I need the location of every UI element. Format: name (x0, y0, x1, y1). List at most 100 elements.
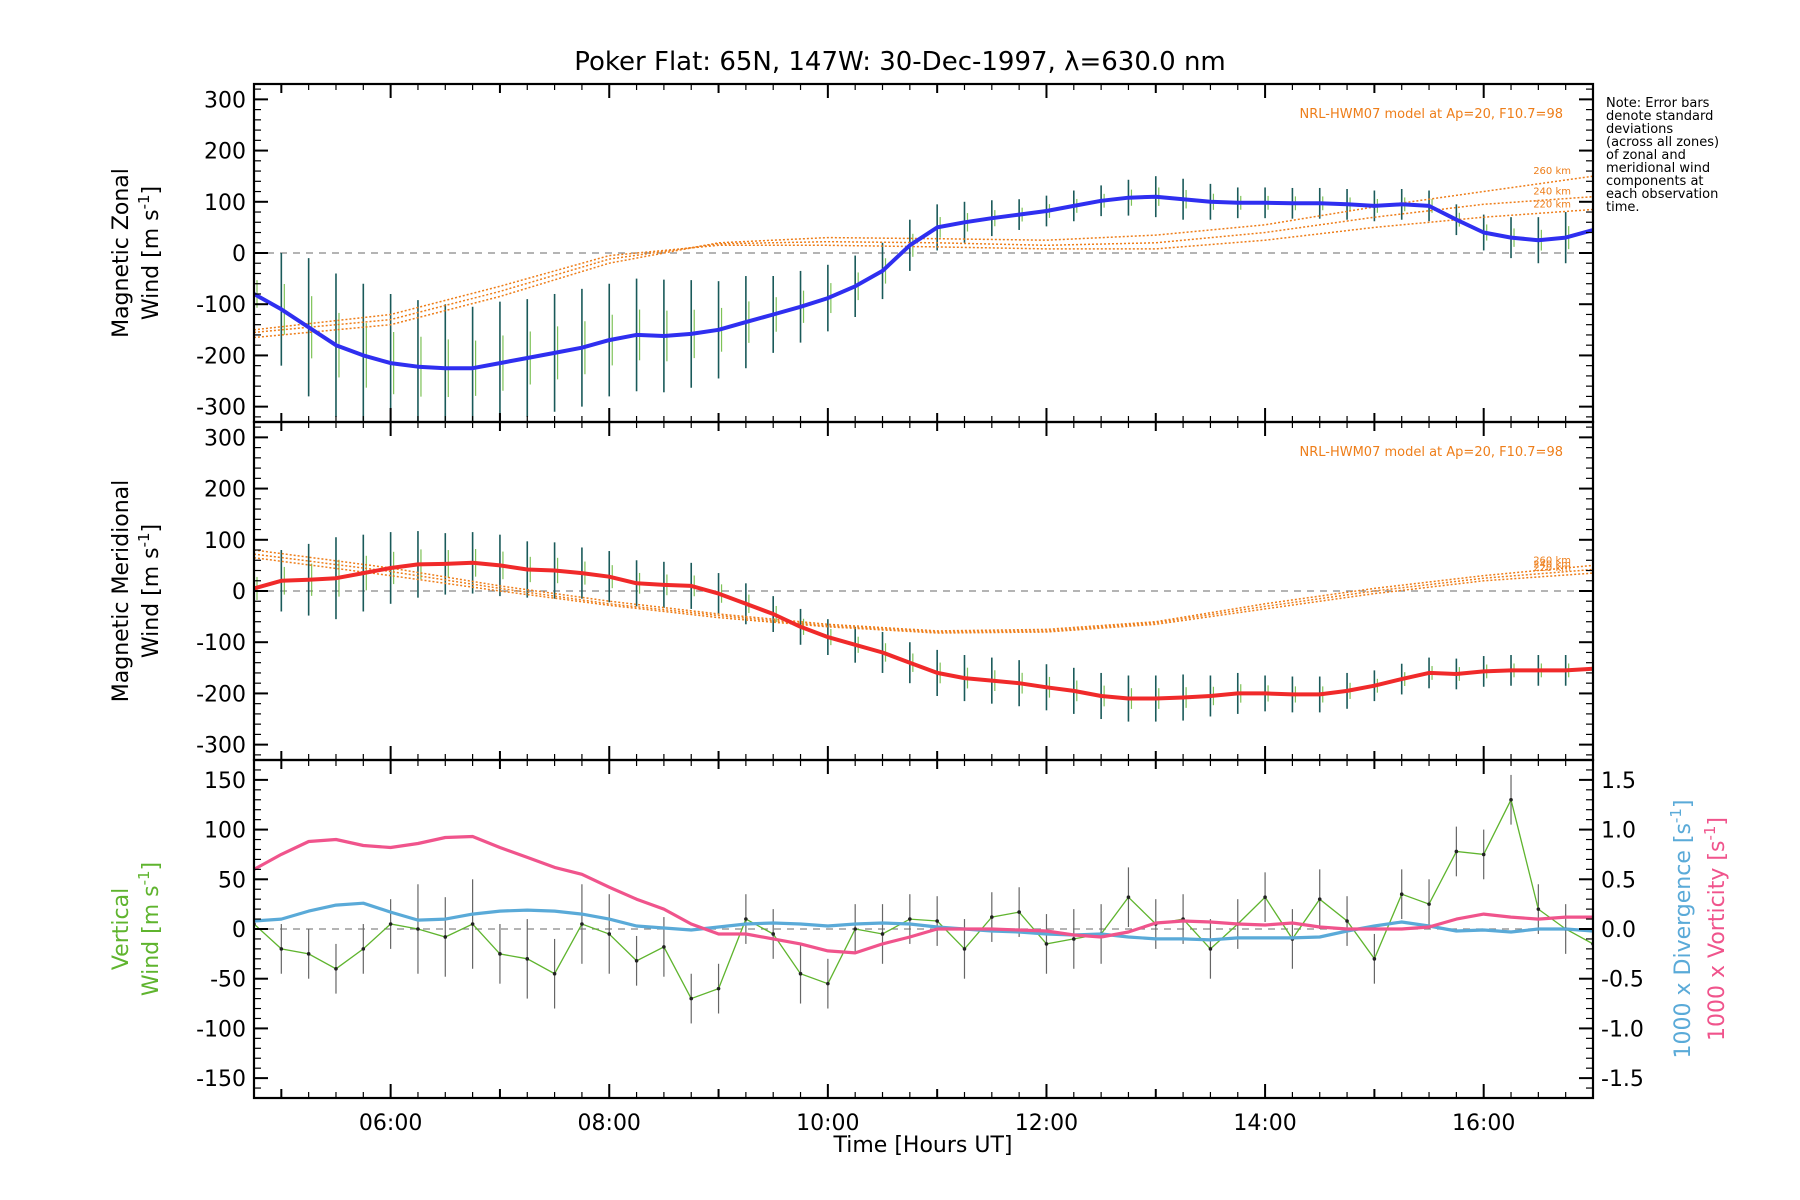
vertical-wind-point (880, 932, 885, 936)
right-axis-tick-label: -1.0 (1601, 1017, 1644, 1042)
vertical-wind-point (1208, 947, 1213, 951)
meridional-model-alt-label-3: 220 km (1533, 563, 1571, 574)
x-tick-label: 16:00 (1452, 1111, 1515, 1136)
vertical-wind-point (1126, 895, 1131, 899)
note-line-9: time. (1606, 200, 1640, 215)
vertical-wind-point (443, 935, 448, 939)
vertical-wind-point (1536, 907, 1541, 911)
zonal-y-tick-label: -200 (196, 344, 246, 369)
zonal-model-line-3 (254, 208, 1593, 331)
meridional-model-line-2 (254, 553, 1593, 633)
right-axis-tick-label: 0.5 (1601, 868, 1636, 893)
zonal-model-label: NRL-HWM07 model at Ap=20, F10.7=98 (1300, 107, 1564, 122)
zonal-y-tick-label: -300 (196, 396, 246, 421)
vertical-panel: -1.5 -1.0 -0.5 0.0 0.5 1.0 1.5 1000 x Divergenc… (109, 758, 1730, 1158)
zonal-model-alt-label-1: 260 km (1533, 166, 1571, 177)
meridional-y-tick-label: 0 (232, 580, 246, 605)
vertical-wind-point (525, 957, 530, 961)
meridional-model-alt-label-2: 240 km (1533, 559, 1571, 570)
vertical-wind-point (1317, 897, 1322, 901)
vertical-wind-point (908, 917, 912, 921)
meridional-model-label: NRL-HWM07 model at Ap=20, F10.7=98 (1300, 445, 1564, 460)
vertical-wind-point (1509, 797, 1513, 802)
vertical-wind-point (798, 971, 803, 976)
vertical-y-axis-label-line2: Wind [m s-1] (135, 862, 164, 996)
zonal-y-axis-label: Magnetic Zonal Wind [m s-1] (109, 168, 164, 338)
note-line-4: (across all zones) (1606, 135, 1719, 150)
meridional-model-alt-label-1: 260 km (1533, 555, 1571, 566)
vertical-wind-point (962, 947, 967, 951)
zonal-y-axis-label-line1: Magnetic Zonal (109, 168, 134, 338)
zonal-y-tick-label: 0 (232, 242, 246, 267)
right-axis-tick-label: 1.5 (1601, 769, 1636, 794)
vertical-wind-point (1372, 957, 1377, 961)
meridional-y-tick-label: -100 (196, 631, 246, 656)
vertical-y-tick-label: -150 (196, 1067, 246, 1092)
divergence-axis-label: 1000 x Divergence [s-1] (1667, 800, 1696, 1059)
right-axis-tick-label: 0.0 (1601, 918, 1636, 943)
note-box: Note: Error bars denote standard deviati… (1606, 96, 1719, 215)
vertical-wind-point (607, 932, 612, 936)
vertical-y-tick-label: 50 (218, 868, 246, 893)
vertical-plot-area (254, 774, 1593, 1024)
vertical-wind-point (1017, 910, 1021, 914)
zonal-model-alt-label-3: 220 km (1533, 199, 1571, 210)
chart-title: Poker Flat: 65N, 147W: 30-Dec-1997, λ=63… (574, 47, 1226, 77)
vertical-wind-point (689, 996, 694, 1001)
note-line-3: deviations (1606, 122, 1673, 137)
vertical-wind-point (1481, 852, 1486, 857)
note-line-5: of zonal and (1606, 148, 1686, 163)
meridional-y-axis-label: Magnetic Meridional Wind [m s-1] (109, 480, 164, 702)
vertical-wind-point (580, 922, 584, 926)
x-tick-label: 08:00 (578, 1111, 641, 1136)
meridional-y-tick-label: -200 (196, 682, 246, 707)
vertical-y-tick-label: -50 (210, 968, 246, 993)
zonal-model-line-2 (254, 195, 1593, 334)
vertical-wind-point (716, 986, 721, 991)
meridional-y-axis-label-line2: Wind [m s-1] (135, 524, 164, 658)
vertical-wind-point (388, 922, 393, 926)
meridional-model-line-1 (254, 549, 1593, 632)
vertical-wind-point (935, 919, 939, 923)
vertical-y-tick-label: 150 (204, 769, 246, 794)
vertical-wind-point (470, 922, 475, 926)
vertical-frame (252, 758, 1595, 1100)
zonal-y-axis-label-line2: Wind [m s-1] (135, 186, 164, 320)
vertical-y-tick-label: -100 (196, 1017, 246, 1042)
vertical-wind-point (1044, 942, 1049, 946)
right-axis-labels: 1000 x Divergence [s-1]1000 x Vorticity … (1667, 800, 1730, 1059)
right-axis-tick-label: -0.5 (1601, 968, 1644, 993)
vertical-y-axis-label-line1: Vertical (109, 888, 134, 970)
vertical-wind-point (853, 927, 857, 931)
x-tick-label: 06:00 (359, 1111, 422, 1136)
zonal-y-tick-label: -100 (196, 293, 246, 318)
zonal-model-line-1 (254, 175, 1593, 339)
meridional-y-tick-label: 100 (204, 529, 246, 554)
vertical-y-tick-label: 100 (204, 819, 246, 844)
vertical-wind-point (771, 932, 776, 936)
vertical-wind-point (498, 952, 502, 956)
zonal-model-alt-label-2: 240 km (1533, 187, 1571, 198)
meridional-y-axis-label-line1: Magnetic Meridional (109, 480, 134, 702)
vertical-wind-point (306, 952, 311, 956)
meridional-wind-line (254, 560, 1593, 701)
vertical-wind-point (1399, 892, 1404, 897)
vertical-wind-point (361, 947, 366, 951)
meridional-plot-area (254, 531, 1593, 722)
vertical-y-axis-label: Vertical Wind [m s-1] (109, 862, 164, 996)
x-tick-label: 12:00 (1015, 1111, 1078, 1136)
vertical-wind-line (254, 797, 1593, 1000)
vertical-wind-point (279, 947, 284, 951)
vertical-wind-point (1071, 937, 1076, 941)
zonal-y-tick-label: 100 (204, 191, 246, 216)
meridional-model-line-3 (254, 556, 1593, 634)
x-axis-label: Time [Hours UT] (833, 1133, 1013, 1158)
note-line-6: meridional wind (1606, 161, 1710, 176)
vertical-wind-point (990, 915, 994, 919)
vertical-wind-point (826, 981, 830, 986)
note-line-1: Note: Error bars (1606, 96, 1710, 111)
